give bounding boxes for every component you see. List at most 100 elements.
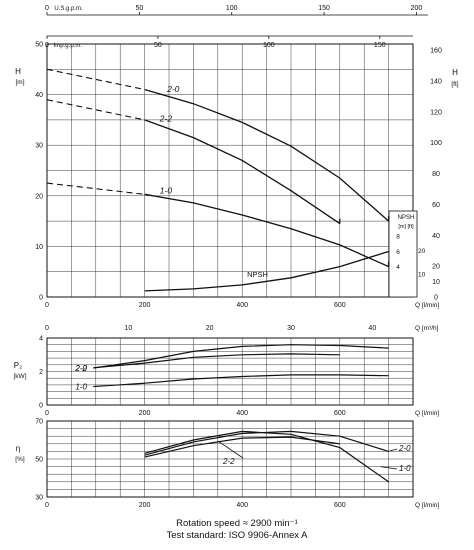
x-tick-label: 400 bbox=[236, 410, 248, 417]
impgpm-tick-label: 150 bbox=[374, 42, 386, 49]
power-curve-leader bbox=[93, 382, 145, 388]
y-tick-label: 50 bbox=[35, 42, 43, 49]
y-axis-label: H bbox=[15, 67, 21, 76]
y-tick-label: 0 bbox=[39, 403, 43, 410]
y-axis-unit: [kW] bbox=[14, 373, 27, 380]
usgpm-tick-label: 0 bbox=[45, 5, 49, 12]
y-axis-unit: [%] bbox=[15, 456, 25, 463]
efficiency-curve-leader bbox=[388, 448, 398, 452]
y2-axis-unit: [ft] bbox=[451, 81, 458, 88]
efficiency-curve-label: 2-0 bbox=[398, 444, 411, 453]
y-tick-label: 40 bbox=[35, 92, 43, 99]
panel-power: 0 2 4 P₂ [kW] 0 200 400 600 Q [l/min] 2-02-2 1-0 bbox=[14, 336, 440, 418]
x-tick-label: 600 bbox=[334, 502, 346, 509]
panel-efficiency: 30 50 70 η [%] 0 200 400 600 Q [l/min] 2-0 1-0 2-2 bbox=[15, 419, 439, 510]
power-curve-label: 1-0 bbox=[75, 383, 87, 392]
usgpm-tick-label: 50 bbox=[135, 5, 143, 12]
caption-rotation-speed: Rotation speed ≈ 2900 min⁻¹ bbox=[176, 518, 298, 529]
y-axis-label: P₂ bbox=[14, 361, 22, 370]
x2-tick-label: 20 bbox=[206, 325, 214, 332]
efficiency-curve-label: 1-0 bbox=[399, 464, 411, 473]
y-tick-label: 20 bbox=[35, 193, 43, 200]
y2-tick-label: 20 bbox=[432, 264, 440, 271]
y-tick-label: 30 bbox=[35, 495, 43, 502]
usgpm-tick-label: 200 bbox=[411, 5, 423, 12]
power-curve-label: 2-0 bbox=[74, 364, 87, 373]
x-tick-label: 200 bbox=[139, 410, 151, 417]
y-tick-label: 50 bbox=[35, 457, 43, 464]
efficiency-curve-1-0 bbox=[144, 430, 389, 483]
head-curve-dashed-1-0 bbox=[46, 182, 145, 195]
y2-tick-label: 0 bbox=[434, 295, 438, 302]
y-tick-label: 4 bbox=[39, 336, 43, 343]
x-tick-label: 0 bbox=[45, 502, 49, 509]
y2-tick-label: 160 bbox=[430, 48, 442, 55]
npsh-m-tick-label: 4 bbox=[396, 264, 400, 271]
power-curve-label: 2-2 bbox=[74, 364, 87, 373]
y2-tick-label: 60 bbox=[432, 202, 440, 209]
impgpm-tick-label: 100 bbox=[263, 42, 275, 49]
x2-tick-label: 10 bbox=[124, 325, 132, 332]
y-axis-label: η bbox=[16, 444, 20, 453]
x2-axis-label: Q [m³/h] bbox=[415, 325, 439, 332]
efficiency-curve-leader bbox=[380, 466, 398, 470]
efficiency-curve-leader bbox=[217, 440, 244, 459]
usgpm-unit-label: U.S.g.p.m. bbox=[54, 6, 83, 12]
head-curve-label: 2-0 bbox=[166, 84, 180, 94]
x-tick-label: 0 bbox=[45, 410, 49, 417]
npsh-curve-label: NPSH bbox=[247, 270, 268, 279]
caption-test-standard: Test standard: ISO 9906-Annex A bbox=[166, 530, 308, 541]
x-axis-label: Q [l/min] bbox=[415, 502, 439, 509]
x-tick-label: 600 bbox=[334, 302, 346, 309]
usgpm-tick-label: 150 bbox=[318, 5, 330, 12]
head-curve-label: 2-2 bbox=[159, 113, 173, 123]
npsh-m-tick-label: 8 bbox=[396, 234, 400, 241]
npsh-axis-box bbox=[388, 210, 418, 298]
y2-tick-label: 10 bbox=[432, 279, 440, 286]
head-curve-dashed-2-2 bbox=[46, 99, 145, 121]
power-curve-2-2 bbox=[144, 353, 340, 364]
npsh-ft-tick-label: 10 bbox=[418, 271, 426, 278]
impgpm-tick-label: 50 bbox=[154, 42, 162, 49]
head-curve-1-0 bbox=[144, 193, 389, 268]
y-tick-label: 10 bbox=[35, 244, 43, 251]
x-axis-label: Q [l/min] bbox=[415, 302, 439, 309]
npsh-curve bbox=[144, 250, 389, 292]
x-axis-label: Q [l/min] bbox=[415, 410, 439, 417]
npsh-ft-tick-label: 20 bbox=[418, 248, 426, 255]
power-curve-leader bbox=[93, 362, 145, 369]
npsh-m-tick-label: 6 bbox=[396, 249, 400, 256]
y-tick-label: 70 bbox=[35, 419, 43, 426]
head-curve-label: 1-0 bbox=[160, 185, 173, 195]
y-tick-label: 2 bbox=[39, 369, 43, 376]
npsh-axis-label: NPSH bbox=[398, 215, 415, 221]
x-tick-label: 200 bbox=[139, 502, 151, 509]
npsh-axis-units: [m] [ft] bbox=[398, 224, 414, 230]
y2-tick-label: 100 bbox=[430, 140, 442, 147]
x2-tick-label: 0 bbox=[45, 325, 49, 332]
x-tick-label: 400 bbox=[236, 302, 248, 309]
y2-tick-label: 80 bbox=[432, 171, 440, 178]
x-tick-label: 200 bbox=[139, 302, 151, 309]
head-curve-2-2 bbox=[144, 119, 341, 225]
x-tick-label: 600 bbox=[334, 410, 346, 417]
x2-tick-label: 30 bbox=[287, 325, 295, 332]
x-tick-label: 0 bbox=[45, 302, 49, 309]
head-curve-2-0 bbox=[144, 88, 390, 222]
y-tick-label: 0 bbox=[39, 295, 43, 302]
x-tick-label: 400 bbox=[236, 502, 248, 509]
usgpm-tick-label: 100 bbox=[226, 5, 238, 12]
impgpm-unit-label: Imp.g.p.m. bbox=[54, 43, 83, 49]
y2-axis-label: H bbox=[452, 68, 458, 77]
y2-tick-label: 40 bbox=[432, 233, 440, 240]
power-curve-1-0 bbox=[144, 374, 389, 384]
head-curve-dashed-2-0 bbox=[46, 68, 145, 91]
x2-tick-label: 40 bbox=[368, 325, 376, 332]
efficiency-curve-label: 2-2 bbox=[222, 457, 235, 466]
y2-tick-label: 140 bbox=[430, 79, 442, 86]
y-axis-unit: [m] bbox=[15, 79, 24, 86]
power-curve-2-0 bbox=[144, 344, 389, 362]
y2-tick-label: 120 bbox=[430, 109, 442, 116]
